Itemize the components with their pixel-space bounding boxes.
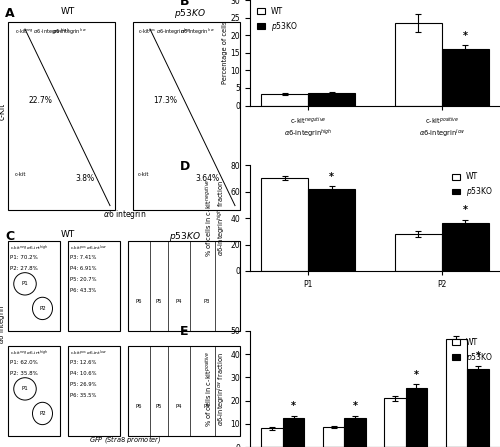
Text: 17.3%: 17.3% [153, 96, 177, 105]
Text: P6: P6 [136, 404, 142, 409]
Text: 3.64%: 3.64% [196, 174, 220, 183]
Text: P1: 62.0%: P1: 62.0% [10, 360, 38, 365]
Text: P2: P2 [39, 411, 46, 416]
Text: c-kit$^{pos}$ $\alpha$6-integrin$^{low}$: c-kit$^{pos}$ $\alpha$6-integrin$^{low}$ [138, 27, 190, 37]
Bar [8, 22, 115, 210]
Text: *: * [462, 205, 468, 215]
Text: *: * [462, 31, 468, 41]
Bar [384, 398, 406, 447]
Text: P5: 26.9%: P5: 26.9% [70, 382, 96, 387]
Y-axis label: % of cells in c-kit$^{positive}$
$\alpha$6-integrin$^{low}$ fraction: % of cells in c-kit$^{positive}$ $\alpha… [202, 351, 228, 427]
Text: c-kit$^{neg}$ $\alpha$6-integrin$^{high}$: c-kit$^{neg}$ $\alpha$6-integrin$^{high}… [15, 27, 70, 37]
Bar [395, 234, 442, 271]
Y-axis label: % of cells in c-kit$^{negative}$
$\alpha$6-integrin$^{high}$ fraction: % of cells in c-kit$^{negative}$ $\alpha… [202, 179, 228, 257]
Bar [283, 418, 304, 447]
Text: WT: WT [60, 230, 74, 239]
Text: P2: 35.8%: P2: 35.8% [10, 371, 38, 376]
Text: *: * [352, 401, 358, 411]
Text: E: E [180, 325, 188, 338]
Bar [128, 241, 240, 331]
Text: c-kit$^{neg}$ $\alpha$6-int$^{high}$: c-kit$^{neg}$ $\alpha$6-int$^{high}$ [10, 244, 48, 253]
Text: P5: P5 [156, 299, 162, 304]
Bar [68, 241, 120, 331]
Text: C: C [5, 230, 14, 243]
Text: P5: P5 [156, 404, 162, 409]
Bar [446, 339, 467, 447]
Bar [467, 369, 488, 447]
Text: $\alpha$6 integrin: $\alpha$6 integrin [104, 208, 146, 221]
Text: P3: P3 [203, 299, 209, 304]
Bar [262, 178, 308, 271]
Bar [323, 427, 344, 447]
Bar [262, 428, 283, 447]
Text: P1: P1 [22, 281, 29, 287]
Text: *: * [291, 401, 296, 411]
Text: c-kit$^{pos}$ $\alpha$6-int$^{low}$: c-kit$^{pos}$ $\alpha$6-int$^{low}$ [70, 244, 106, 253]
Legend: WT, $p53$KO: WT, $p53$KO [450, 335, 496, 367]
Text: P1: P1 [22, 386, 29, 392]
Text: *: * [414, 370, 419, 380]
Text: c-kit: c-kit [15, 172, 26, 177]
Bar [406, 388, 427, 447]
Legend: WT, $p53$KO: WT, $p53$KO [254, 4, 300, 36]
Text: *: * [329, 172, 334, 181]
Text: P6: 35.5%: P6: 35.5% [70, 393, 96, 398]
Text: $p53$KO: $p53$KO [169, 230, 201, 243]
Text: P1: 70.2%: P1: 70.2% [10, 255, 38, 260]
Text: P3: 7.41%: P3: 7.41% [70, 255, 96, 260]
Text: *: * [476, 351, 480, 361]
Bar [395, 23, 442, 105]
Bar [308, 189, 355, 271]
Text: P2: 27.8%: P2: 27.8% [10, 266, 38, 271]
Text: $\alpha$6 integrin: $\alpha$6 integrin [0, 304, 8, 344]
Text: c-Kit: c-Kit [0, 103, 7, 120]
Text: P6: P6 [136, 299, 142, 304]
Legend: WT, $p53$KO: WT, $p53$KO [450, 169, 496, 201]
Text: c-kit: c-kit [138, 172, 149, 177]
Text: P2: P2 [39, 306, 46, 311]
Text: GFP ($Stra8$ promoter): GFP ($Stra8$ promoter) [89, 434, 161, 445]
Text: P6: 43.3%: P6: 43.3% [70, 288, 96, 293]
Y-axis label: Percentage of cells: Percentage of cells [222, 21, 228, 84]
Bar [68, 346, 120, 436]
Bar [8, 241, 60, 331]
Bar [128, 346, 240, 436]
Text: c-kit$^{neg}$ $\alpha$6-int$^{high}$: c-kit$^{neg}$ $\alpha$6-int$^{high}$ [10, 349, 48, 358]
Text: P4: 6.91%: P4: 6.91% [70, 266, 96, 271]
Text: A: A [5, 7, 15, 20]
Bar [442, 49, 488, 105]
Bar [344, 418, 366, 447]
Text: $\alpha$6-integrin$^{low}$: $\alpha$6-integrin$^{low}$ [52, 27, 88, 37]
Bar [308, 93, 355, 105]
Text: D: D [180, 160, 190, 173]
Text: P3: 12.6%: P3: 12.6% [70, 360, 96, 365]
Text: 3.8%: 3.8% [76, 174, 94, 183]
Text: P5: 20.7%: P5: 20.7% [70, 277, 96, 282]
Text: P4: P4 [176, 404, 182, 409]
Text: 22.7%: 22.7% [28, 96, 52, 105]
Bar [262, 94, 308, 105]
Text: WT: WT [60, 7, 74, 16]
Text: $\alpha$6-integrin$^{low}$: $\alpha$6-integrin$^{low}$ [180, 27, 215, 37]
Bar [132, 22, 240, 210]
Bar [442, 223, 488, 271]
Text: P3: P3 [203, 404, 209, 409]
Text: P4: 10.6%: P4: 10.6% [70, 371, 96, 376]
Text: P4: P4 [176, 299, 182, 304]
Bar [8, 346, 60, 436]
Text: $p53$KO: $p53$KO [174, 7, 206, 20]
Text: B: B [180, 0, 190, 8]
Text: c-kit$^{pos}$ $\alpha$6-int$^{low}$: c-kit$^{pos}$ $\alpha$6-int$^{low}$ [70, 349, 106, 358]
